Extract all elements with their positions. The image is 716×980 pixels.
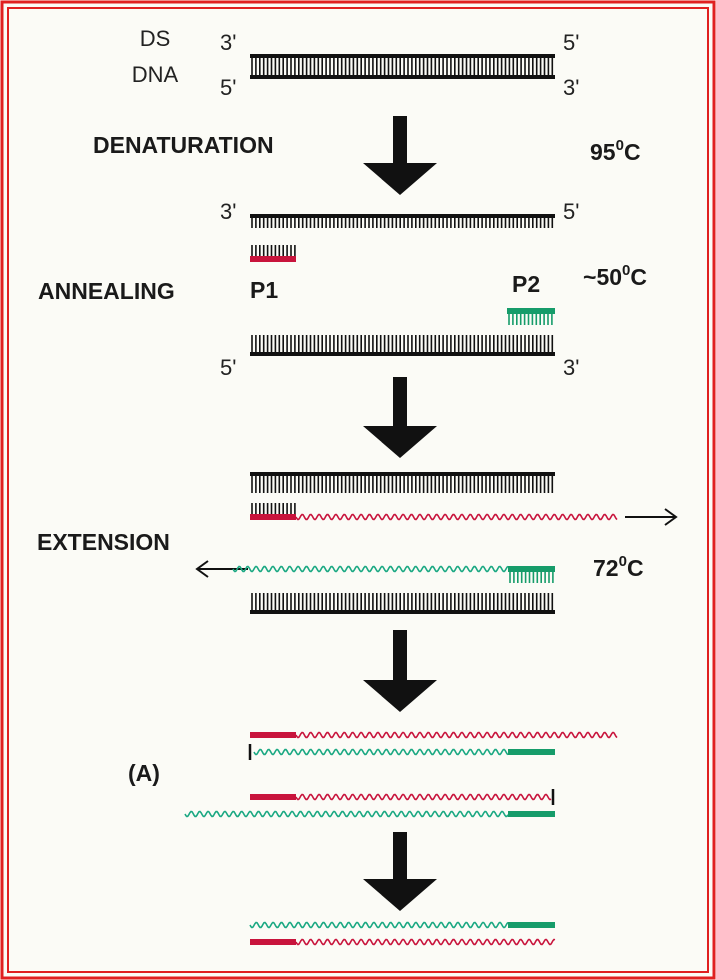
primer-p1 bbox=[250, 245, 296, 262]
product1-wave-p1 bbox=[295, 731, 618, 739]
base-pair-ticks bbox=[251, 503, 296, 517]
arrow-to-products bbox=[363, 630, 437, 712]
ext-arrow-left bbox=[195, 560, 248, 578]
synthesised-strand bbox=[232, 565, 509, 573]
arrow-shaft bbox=[393, 377, 407, 428]
base-pair-ticks bbox=[251, 56, 554, 75]
ds-bottom-right-end: 3' bbox=[563, 75, 579, 100]
base-pair-ticks bbox=[508, 311, 553, 325]
ds-label: DS bbox=[140, 26, 171, 51]
ext-primer-p1 bbox=[250, 503, 296, 520]
product1-wave-p2 bbox=[253, 748, 509, 756]
sep-top-left-end: 3' bbox=[220, 199, 236, 224]
synthesised-strand bbox=[184, 810, 509, 818]
ds-top-right-end: 5' bbox=[563, 30, 579, 55]
product2-wave-p1 bbox=[295, 793, 552, 801]
arrow-shaft bbox=[393, 832, 407, 881]
stage-ds-dna: DS DNA 3' 5' 5' 3' bbox=[132, 26, 580, 100]
ext-wave-p1 bbox=[295, 513, 618, 521]
annealing-temperature: ~500C bbox=[583, 262, 647, 290]
arrow-denaturation bbox=[363, 116, 437, 195]
arrow-head bbox=[363, 426, 437, 458]
synthesised-strand bbox=[249, 921, 509, 929]
extension-temperature: 720C bbox=[593, 553, 644, 581]
arrow-head bbox=[363, 879, 437, 911]
arrow-to-final bbox=[363, 832, 437, 911]
ext-top-template bbox=[250, 472, 555, 493]
base-pair-ticks bbox=[251, 245, 296, 259]
stage-extension: EXTENSION 720C bbox=[37, 472, 678, 614]
sep-top-right-end: 5' bbox=[563, 199, 579, 224]
base-pair-ticks bbox=[251, 474, 554, 493]
base-pair-ticks bbox=[251, 593, 554, 612]
bottom-template-strand bbox=[250, 335, 555, 356]
p1-label: P1 bbox=[250, 277, 278, 303]
arrow-head bbox=[664, 508, 678, 526]
ds-dna-strands bbox=[250, 54, 555, 79]
ext-arrow-right bbox=[625, 508, 678, 526]
primer-p2 bbox=[507, 308, 555, 325]
final-wave-p2 bbox=[249, 921, 509, 929]
panel-label: (A) bbox=[128, 760, 160, 786]
sep-bottom-right-end: 3' bbox=[563, 355, 579, 380]
arrow-head bbox=[363, 680, 437, 712]
extension-label: EXTENSION bbox=[37, 529, 170, 555]
stage-products: (A) bbox=[128, 731, 618, 818]
stage-annealing: 3' 5' P1 ANNEALING ~500C P2 5' 3' bbox=[38, 199, 647, 380]
synthesised-strand bbox=[295, 731, 618, 739]
ext-bottom-template bbox=[250, 593, 555, 614]
arrow-head bbox=[195, 560, 209, 578]
synthesised-strand bbox=[295, 513, 618, 521]
stage-final-product bbox=[249, 921, 556, 946]
top-template-strand bbox=[250, 214, 555, 228]
arrow-shaft bbox=[393, 116, 407, 165]
base-pair-ticks bbox=[251, 335, 554, 354]
inner-border bbox=[7, 7, 709, 973]
denaturation-temperature: 950C bbox=[590, 137, 641, 165]
ds-top-left-end: 3' bbox=[220, 30, 236, 55]
arrow-to-extension bbox=[363, 377, 437, 458]
sep-bottom-left-end: 5' bbox=[220, 355, 236, 380]
product2-wave-p2 bbox=[184, 810, 509, 818]
synthesised-strand bbox=[295, 793, 552, 801]
annealing-label: ANNEALING bbox=[38, 278, 175, 304]
ext-wave-p2 bbox=[232, 565, 509, 573]
final-wave-p1 bbox=[295, 938, 556, 946]
arrow-shaft bbox=[393, 630, 407, 682]
denaturation-label: DENATURATION bbox=[93, 132, 274, 158]
synthesised-strand bbox=[295, 938, 556, 946]
dna-label: DNA bbox=[132, 62, 179, 87]
arrow-head bbox=[363, 163, 437, 195]
ds-bottom-left-end: 5' bbox=[220, 75, 236, 100]
base-pair-ticks bbox=[251, 216, 554, 228]
ext-primer-p2 bbox=[508, 566, 555, 583]
p2-label: P2 bbox=[512, 271, 540, 297]
synthesised-strand bbox=[253, 748, 509, 756]
base-pair-ticks bbox=[509, 569, 554, 583]
